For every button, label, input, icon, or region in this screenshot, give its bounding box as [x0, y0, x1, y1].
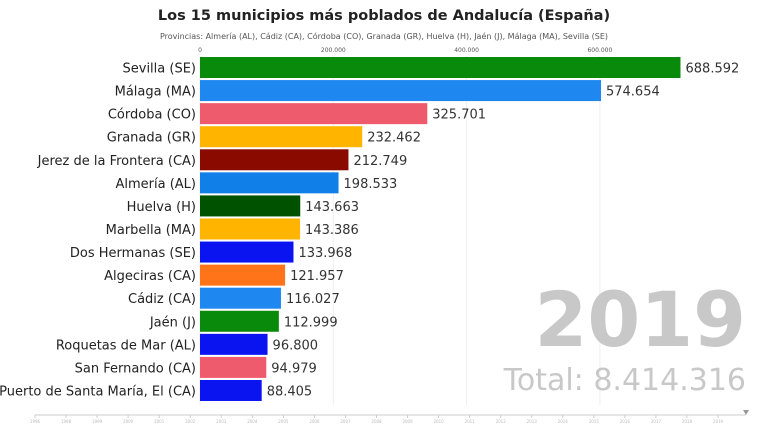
- timeline-year-label: 2007: [340, 419, 351, 424]
- timeline-year-label: 2002: [185, 419, 196, 424]
- timeline-year-label: 2014: [558, 419, 569, 424]
- x-tick-label: 600.000: [587, 47, 612, 54]
- bar: [200, 379, 262, 401]
- category-label: Algeciras (CA): [104, 269, 196, 284]
- bar: [200, 80, 601, 102]
- timeline-year-label: 2011: [465, 419, 476, 424]
- timeline-year-label: 2003: [216, 419, 227, 424]
- bar: [200, 310, 279, 332]
- category-label: Roquetas de Mar (AL): [56, 338, 196, 353]
- timeline-year-label: 2019: [713, 419, 724, 424]
- timeline-year-label: 2012: [496, 419, 507, 424]
- value-label: 116.027: [286, 292, 340, 307]
- x-tick-label: 200.000: [321, 47, 346, 54]
- category-label: Marbella (MA): [106, 223, 196, 238]
- timeline-year-label: 2009: [402, 419, 413, 424]
- timeline-year-label: 2013: [527, 419, 538, 424]
- value-label: 688.592: [686, 62, 740, 77]
- timeline-year-label: 2005: [278, 419, 289, 424]
- value-label: 94.979: [271, 361, 317, 376]
- category-label: Málaga (MA): [115, 85, 196, 100]
- value-label: 96.800: [273, 338, 319, 353]
- category-label: Jerez de la Frontera (CA): [37, 154, 196, 169]
- bar: [200, 241, 294, 263]
- timeline-year-label: 2006: [309, 419, 320, 424]
- value-label: 143.386: [305, 223, 359, 238]
- timeline-year-label: 1999: [92, 419, 103, 424]
- bar: [200, 172, 339, 194]
- category-label: Dos Hermanas (SE): [70, 246, 196, 261]
- value-label: 212.749: [353, 154, 407, 169]
- bar: [200, 287, 281, 309]
- timeline-year-label: 1996: [30, 419, 41, 424]
- timeline-year-label: 1998: [61, 419, 72, 424]
- timeline-year-label: 2001: [154, 419, 165, 424]
- bar: [200, 103, 428, 125]
- value-label: 325.701: [432, 108, 486, 123]
- total-label: Total: 8.414.316: [503, 363, 746, 398]
- value-label: 574.654: [606, 85, 660, 100]
- timeline-slider-handle[interactable]: [743, 410, 749, 415]
- chart-title: Los 15 municipios más poblados de Andalu…: [157, 8, 611, 24]
- value-label: 232.462: [367, 131, 421, 146]
- timeline-year-label: 2000: [123, 419, 134, 424]
- chart-subtitle: Provincias: Almería (AL), Cádiz (CA), Có…: [159, 32, 609, 41]
- bar: [200, 195, 301, 217]
- value-label: 112.999: [284, 315, 338, 330]
- bar: [200, 57, 681, 78]
- timeline-year-label: 2004: [247, 419, 258, 424]
- category-label: Granada (GR): [107, 131, 196, 146]
- timeline-year-label: 2016: [620, 419, 631, 424]
- year-label: 2019: [534, 275, 746, 364]
- bar: [200, 149, 349, 171]
- value-label: 121.957: [290, 269, 344, 284]
- timeline-year-label: 2015: [589, 419, 600, 424]
- value-label: 88.405: [267, 384, 313, 399]
- category-label: Cádiz (CA): [128, 292, 196, 307]
- category-label: San Fernando (CA): [75, 361, 196, 376]
- bar: [200, 333, 268, 355]
- category-label: Almería (AL): [115, 177, 196, 192]
- timeline-year-label: 2018: [682, 419, 693, 424]
- bar: [200, 264, 286, 286]
- category-label: Huelva (H): [127, 200, 196, 215]
- x-tick-label: 400.000: [454, 47, 479, 54]
- category-label: Jaén (J): [149, 315, 196, 330]
- bar: [200, 126, 363, 148]
- bar: [200, 218, 301, 240]
- category-label: Puerto de Santa María, El (CA): [0, 384, 196, 399]
- category-label: Córdoba (CO): [108, 108, 196, 123]
- timeline-year-label: 2017: [651, 419, 662, 424]
- x-tick-label: 0: [198, 47, 202, 54]
- bar: [200, 356, 267, 378]
- value-label: 198.533: [344, 177, 398, 192]
- timeline-year-label: 2010: [433, 419, 444, 424]
- value-label: 133.968: [298, 246, 352, 261]
- timeline-year-label: 2008: [371, 419, 382, 424]
- value-label: 143.663: [305, 200, 359, 215]
- category-label: Sevilla (SE): [123, 62, 197, 77]
